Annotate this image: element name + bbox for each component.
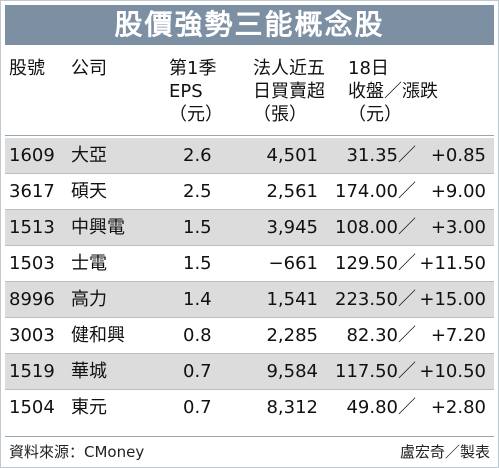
cell-eps: 1.5: [183, 253, 212, 274]
cell-net: 1,541: [266, 289, 318, 310]
header-stock-code: 股號: [9, 57, 45, 80]
cell-change: +3.00: [430, 217, 486, 238]
cell-code: 1609: [9, 145, 55, 166]
table-row: 1503 士電 1.5 −661 129.50／ +11.50: [5, 246, 494, 282]
table-row: 8996 高力 1.4 1,541 223.50／ +15.00: [5, 282, 494, 318]
header-line: （元）: [169, 104, 223, 125]
cell-change: +0.85: [430, 145, 486, 166]
cell-change: +11.50: [419, 253, 486, 274]
header-line: 第1季: [169, 58, 217, 79]
footer: 資料來源：CMoney 盧宏奇／製表: [9, 441, 490, 463]
cell-eps: 0.8: [183, 325, 212, 346]
cell-company: 大亞: [71, 145, 107, 166]
header-divider: [5, 135, 494, 136]
cell-code: 1513: [9, 217, 55, 238]
cell-code: 1504: [9, 397, 55, 418]
cell-code: 1503: [9, 253, 55, 274]
cell-close: 108.00／: [335, 217, 416, 238]
cell-close: 49.80／: [346, 397, 416, 418]
cell-company: 健和興: [71, 325, 125, 346]
table-row: 1513 中興電 1.5 3,945 108.00／ +3.00: [5, 210, 494, 246]
header-line: （張）: [253, 104, 307, 125]
cell-change: +2.80: [430, 397, 486, 418]
header-line: EPS: [169, 81, 203, 102]
header-company: 公司: [71, 57, 107, 80]
cell-net: 3,945: [266, 217, 318, 238]
source-note: 資料來源：CMoney: [9, 443, 145, 461]
header-line: 收盤／漲跌: [348, 81, 438, 102]
table-row: 3617 碩天 2.5 2,561 174.00／ +9.00: [5, 174, 494, 210]
cell-change: +10.50: [419, 361, 486, 382]
cell-code: 3003: [9, 325, 55, 346]
table-row: 3003 健和興 0.8 2,285 82.30／ +7.20: [5, 318, 494, 354]
header-net-buy-sell: 法人近五 日買賣超 （張）: [253, 57, 325, 126]
header-line: 日買賣超: [253, 81, 325, 102]
credit-note: 盧宏奇／製表: [399, 443, 490, 461]
cell-close: 174.00／: [335, 181, 416, 202]
cell-code: 1519: [9, 361, 55, 382]
cell-company: 中興電: [71, 217, 125, 238]
cell-close: 31.35／: [346, 145, 416, 166]
cell-net: 4,501: [266, 145, 318, 166]
header-line: 法人近五: [253, 58, 325, 79]
cell-net: −661: [268, 253, 318, 274]
table-row: 1519 華城 0.7 9,584 117.50／ +10.50: [5, 354, 494, 390]
header-line: （元）: [348, 104, 402, 125]
row-divider: [5, 317, 494, 318]
cell-close: 82.30／: [346, 325, 416, 346]
header-close-change: 18日 收盤／漲跌 （元）: [348, 57, 438, 126]
cell-company: 碩天: [71, 181, 107, 202]
table-body: 1609 大亞 2.6 4,501 31.35／ +0.85 3617 碩天 2…: [5, 138, 494, 426]
cell-change: +7.20: [430, 325, 486, 346]
row-divider: [5, 353, 494, 354]
page-title: 股價強勢三能概念股: [114, 8, 385, 41]
cell-net: 9,584: [266, 361, 318, 382]
cell-eps: 2.6: [183, 145, 212, 166]
cell-code: 3617: [9, 181, 55, 202]
table-row: 1609 大亞 2.6 4,501 31.35／ +0.85: [5, 138, 494, 174]
cell-close: 129.50／: [335, 253, 416, 274]
row-divider: [5, 281, 494, 282]
header-line: 股號: [9, 58, 45, 79]
row-divider: [5, 209, 494, 210]
cell-change: +9.00: [430, 181, 486, 202]
cell-company: 華城: [71, 361, 107, 382]
cell-close: 117.50／: [335, 361, 416, 382]
row-divider: [5, 245, 494, 246]
cell-eps: 0.7: [183, 397, 212, 418]
cell-company: 高力: [71, 289, 107, 310]
cell-eps: 0.7: [183, 361, 212, 382]
row-divider: [5, 389, 494, 390]
footer-divider: [5, 436, 494, 437]
cell-net: 8,312: [266, 397, 318, 418]
header-line: 公司: [71, 58, 107, 79]
cell-net: 2,285: [266, 325, 318, 346]
cell-eps: 1.5: [183, 217, 212, 238]
cell-change: +15.00: [419, 289, 486, 310]
cell-company: 東元: [71, 397, 107, 418]
cell-company: 士電: [71, 253, 107, 274]
cell-net: 2,561: [266, 181, 318, 202]
cell-eps: 2.5: [183, 181, 212, 202]
cell-close: 223.50／: [335, 289, 416, 310]
cell-code: 8996: [9, 289, 55, 310]
table-row: 1504 東元 0.7 8,312 49.80／ +2.80: [5, 390, 494, 426]
row-divider: [5, 173, 494, 174]
title-bar: 股價強勢三能概念股: [5, 5, 494, 45]
cell-eps: 1.4: [183, 289, 212, 310]
header-eps: 第1季 EPS （元）: [169, 57, 223, 126]
header-line: 18日: [348, 58, 389, 79]
